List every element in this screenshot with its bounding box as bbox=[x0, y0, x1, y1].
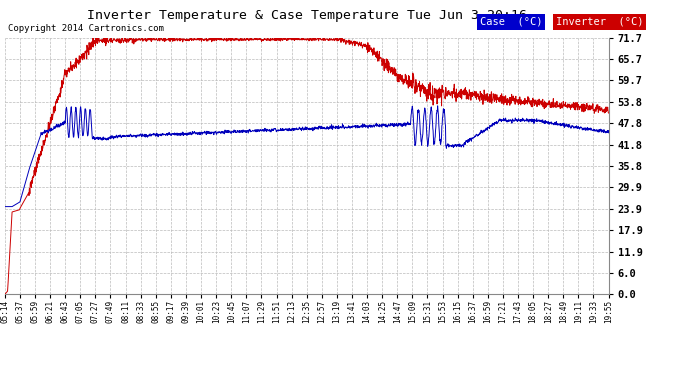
Text: Copyright 2014 Cartronics.com: Copyright 2014 Cartronics.com bbox=[8, 24, 164, 33]
Text: Inverter Temperature & Case Temperature Tue Jun 3 20:16: Inverter Temperature & Case Temperature … bbox=[87, 9, 526, 22]
Text: Case  (°C): Case (°C) bbox=[480, 17, 542, 27]
Text: Inverter  (°C): Inverter (°C) bbox=[556, 17, 644, 27]
